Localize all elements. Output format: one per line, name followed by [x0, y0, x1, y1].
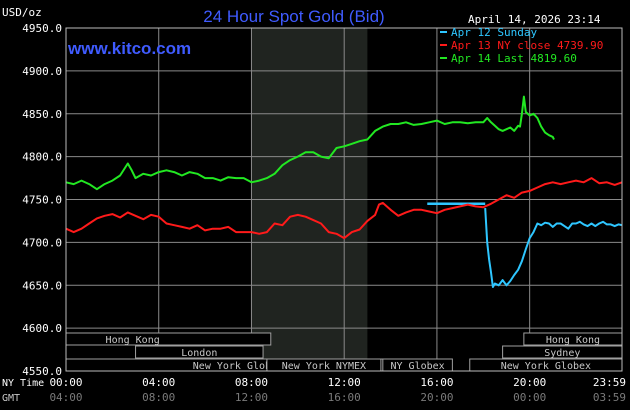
- x-axis-row-label-gmt: GMT: [2, 393, 20, 404]
- market-session-label: New York Globex: [501, 361, 591, 372]
- market-session-label: London: [181, 348, 217, 359]
- x-tick-label-ny: 12:00: [328, 376, 361, 389]
- legend-entry: Apr 14 Last 4819.60: [451, 52, 577, 65]
- market-session-label: New York NYMEX: [282, 361, 366, 372]
- market-session-box: [65, 332, 272, 346]
- x-tick-label-gmt: 20:00: [420, 391, 453, 404]
- market-session-box: [135, 345, 264, 359]
- y-tick-label: 4600.0: [22, 322, 62, 335]
- x-axis-labels: NY Time GMT 00:00 04:00 04:00 08:00 08:00 12:00…: [2, 376, 626, 404]
- x-tick-label-gmt: 16:00: [328, 391, 361, 404]
- y-tick-label: 4750.0: [22, 194, 62, 207]
- y-tick-label: 4800.0: [22, 151, 62, 164]
- chart-timestamp: April 14, 2026 23:14: [468, 13, 601, 26]
- watermark-url: www.kitco.com: [67, 39, 191, 58]
- market-session-label: New York Globex: [193, 361, 283, 372]
- series-line-last: [65, 95, 555, 191]
- market-session-label: NY Globex: [391, 361, 445, 372]
- price-series: [65, 95, 623, 288]
- y-tick-label: 4650.0: [22, 279, 62, 292]
- x-tick-label-gmt: 00:00: [513, 391, 546, 404]
- x-axis-row-label-ny: NY Time: [2, 378, 44, 389]
- y-tick-label: 4900.0: [22, 65, 62, 78]
- market-session-label: Sydney: [544, 348, 580, 359]
- x-tick-label-ny: 23:59: [593, 376, 626, 389]
- x-tick-label-ny: 20:00: [513, 376, 546, 389]
- x-tick-label-gmt: 04:00: [49, 391, 82, 404]
- y-tick-label: 4850.0: [22, 108, 62, 121]
- series-line-sunday: [484, 208, 623, 288]
- market-session-label: Hong Kong: [546, 335, 600, 346]
- axes: 4950.0 4900.0 4850.0 4800.0 4750.0 4700.0 4650…: [22, 22, 623, 378]
- market-session-label: Hong Kong: [106, 335, 160, 346]
- legend-entry: Apr 13 NY close 4739.90: [451, 39, 603, 52]
- x-tick-label-ny: 08:00: [235, 376, 268, 389]
- x-tick-label-ny: 16:00: [420, 376, 453, 389]
- series-line-ny-close: [65, 177, 623, 240]
- y-tick-label: 4550.0: [22, 365, 62, 378]
- plot-border: [65, 27, 623, 372]
- y-tick-label: 4700.0: [22, 236, 62, 249]
- x-tick-label-gmt: 03:59: [593, 391, 626, 404]
- x-tick-label-gmt: 08:00: [142, 391, 175, 404]
- x-tick-label-ny: 00:00: [49, 376, 82, 389]
- legend-entry: Apr 12 Sunday: [451, 26, 537, 39]
- y-axis-unit: USD/oz: [2, 6, 42, 19]
- chart-title: 24 Hour Spot Gold (Bid): [203, 7, 384, 26]
- y-tick-label: 4950.0: [22, 22, 62, 35]
- x-tick-label-ny: 04:00: [142, 376, 175, 389]
- x-tick-label-gmt: 12:00: [235, 391, 268, 404]
